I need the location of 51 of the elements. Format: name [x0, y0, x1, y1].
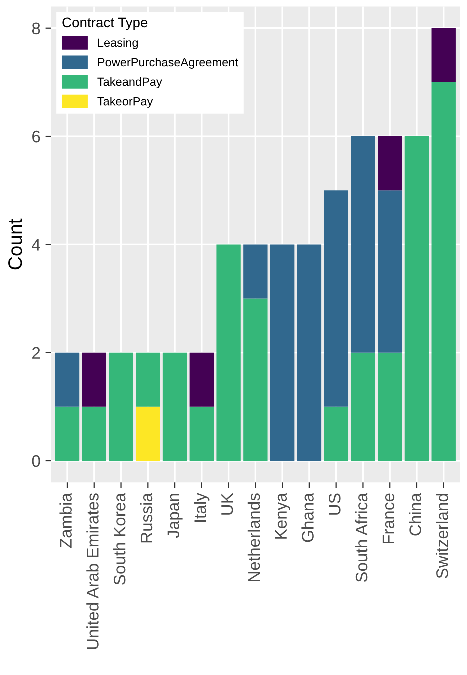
- bar: [190, 352, 214, 407]
- legend-label: TakeandPay: [98, 77, 162, 88]
- y-tick-label: 2: [32, 347, 40, 359]
- x-tick-label: Kenya: [275, 493, 290, 539]
- bar: [82, 406, 106, 461]
- x-tick-label: Ghana: [302, 493, 314, 542]
- bar: [378, 136, 402, 191]
- x-tick-label: South Korea: [114, 493, 126, 585]
- legend-label: PowerPurchaseAgreement: [98, 58, 238, 69]
- x-tick-label: China: [409, 493, 422, 536]
- bar: [351, 352, 376, 461]
- x-tick-label: UK: [222, 493, 234, 515]
- y-tick-label: 0: [32, 455, 40, 468]
- x-tick-label: Japan: [168, 494, 183, 538]
- x-tick-label: United Arab Emirates: [86, 494, 99, 650]
- bar: [324, 406, 348, 461]
- y-axis-title: Count: [8, 218, 22, 270]
- bar: [297, 244, 322, 461]
- y-tick-label: 4: [32, 239, 40, 251]
- bar: [162, 352, 188, 461]
- x-tick-label: US: [329, 494, 341, 515]
- bar: [432, 28, 456, 82]
- bar: [378, 352, 402, 461]
- bar: [404, 136, 430, 461]
- bar: [136, 352, 160, 407]
- bar: [55, 352, 80, 407]
- legend-label: Leasing: [98, 38, 138, 50]
- bar: [190, 406, 214, 461]
- legend-title: Contract Type: [62, 18, 148, 30]
- legend-label: TakeorPay: [98, 97, 154, 108]
- x-tick-label: Russia: [140, 493, 153, 543]
- bar: [351, 136, 376, 353]
- bar: [82, 352, 106, 407]
- bar: [270, 244, 295, 461]
- bar: [109, 352, 134, 461]
- bar: [432, 82, 456, 461]
- bar: [324, 190, 348, 407]
- y-tick-label: 6: [32, 130, 40, 143]
- bar: [244, 244, 268, 299]
- bar: [55, 406, 80, 461]
- bar: [378, 190, 402, 353]
- x-tick-label: Zambia: [60, 493, 72, 548]
- x-tick-label: Switzerland: [436, 494, 448, 578]
- bar: [216, 244, 241, 461]
- x-tick-label: Netherlands: [248, 494, 260, 582]
- x-tick-label: South Africa: [355, 493, 368, 582]
- bar: [136, 406, 160, 461]
- bar: [244, 298, 268, 461]
- y-tick-label: 8: [32, 22, 40, 35]
- x-tick-label: Italy: [194, 493, 210, 522]
- x-tick-label: France: [382, 494, 395, 544]
